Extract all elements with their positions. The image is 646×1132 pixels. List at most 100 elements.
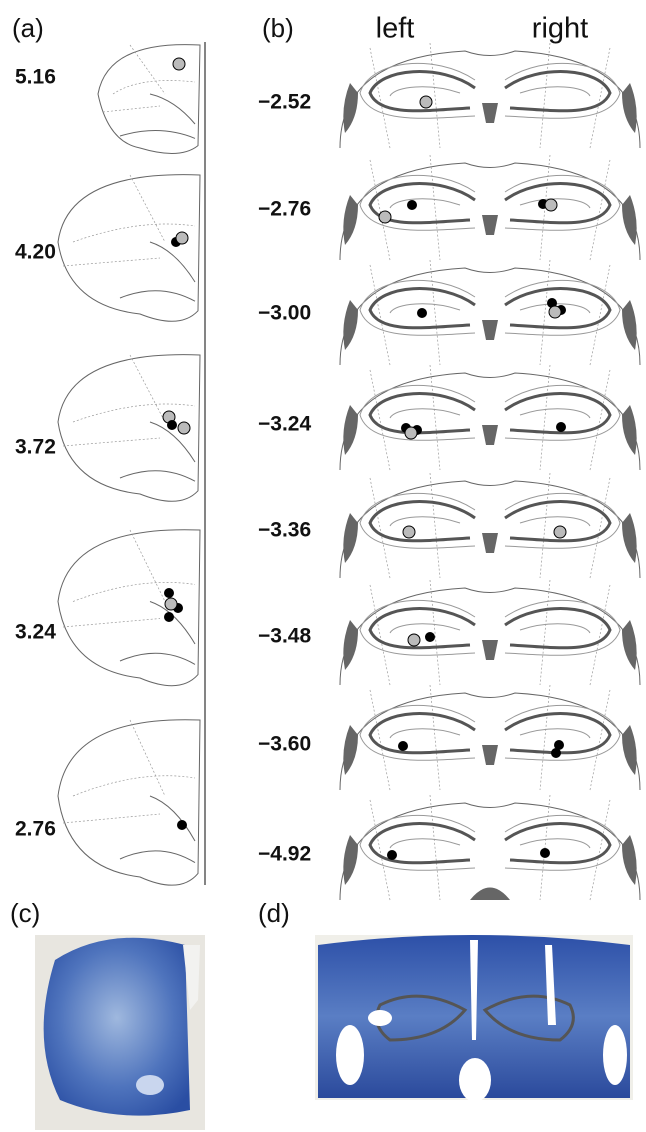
outline — [340, 803, 640, 900]
side-label: right — [532, 13, 588, 45]
outline — [63, 355, 195, 446]
outline — [340, 51, 640, 148]
outline — [58, 720, 200, 885]
site-dot — [165, 613, 174, 622]
outline — [63, 720, 195, 823]
outline — [120, 602, 195, 665]
level-label: −2.52 — [258, 91, 311, 114]
site-dot — [403, 526, 415, 538]
panel-label: (c) — [10, 898, 40, 928]
hippocampus-layer — [370, 714, 475, 753]
level-label: −3.24 — [258, 413, 311, 436]
atlas-section-b — [340, 43, 640, 148]
ventricle — [343, 725, 358, 775]
outline — [370, 795, 610, 900]
outline — [370, 685, 610, 790]
outline — [340, 588, 640, 685]
ventricle — [343, 620, 358, 670]
site-dot — [420, 96, 432, 108]
site-dot — [165, 598, 177, 610]
hippocampus — [343, 175, 475, 245]
outline — [58, 175, 200, 322]
ventricle — [470, 888, 510, 901]
hippocampus — [343, 280, 475, 350]
level-label: −2.76 — [258, 198, 311, 221]
outline — [120, 242, 195, 301]
ventricle — [343, 513, 358, 563]
site-dot — [408, 201, 417, 210]
ventricle — [482, 745, 498, 765]
ventricle — [343, 83, 358, 133]
site-dot — [541, 849, 550, 858]
ventricle — [622, 513, 637, 563]
site-dot — [178, 422, 190, 434]
ventricle — [622, 725, 637, 775]
panel-label: (a) — [12, 13, 44, 43]
outline — [340, 481, 640, 578]
ventricle — [343, 835, 358, 885]
ventricle — [343, 300, 358, 350]
hippocampus — [343, 385, 475, 455]
ventricle — [343, 405, 358, 455]
atlas-section-b — [340, 365, 640, 470]
hippocampus — [343, 705, 475, 775]
panel-label: (d) — [258, 898, 290, 928]
hippocampus-layer — [505, 184, 610, 223]
level-label: 2.76 — [15, 818, 56, 841]
hippocampus — [505, 385, 637, 455]
outline — [120, 94, 195, 138]
site-dot — [549, 306, 561, 318]
hippocampus-layer — [370, 502, 475, 541]
site-dot — [545, 199, 557, 211]
atlas-section-b — [340, 473, 640, 578]
outline — [340, 693, 640, 790]
atlas-section-b — [340, 260, 640, 365]
site-dot — [379, 211, 391, 223]
ventricle — [482, 320, 498, 340]
site-dot — [165, 589, 174, 598]
site-dot — [405, 427, 417, 439]
outline — [63, 530, 195, 627]
figure: (a)(b)(c)(d)leftright5.164.203.723.242.7… — [0, 0, 646, 1132]
site-dot — [557, 423, 566, 432]
hippocampus-layer — [370, 609, 475, 648]
ventricle — [622, 195, 637, 245]
atlas-section-b — [340, 580, 640, 685]
site-dot — [552, 749, 561, 758]
site-dot — [176, 232, 188, 244]
site-dot — [178, 821, 187, 830]
level-label: −4.92 — [258, 843, 311, 866]
hippocampus — [343, 815, 475, 885]
outline — [370, 473, 610, 578]
ventricle — [482, 425, 498, 445]
hippocampus-layer — [505, 824, 610, 863]
outline — [103, 45, 195, 112]
ventricle — [622, 83, 637, 133]
hippocampus-layer — [505, 609, 610, 648]
ventricle — [482, 640, 498, 660]
outline — [340, 268, 640, 365]
outline — [370, 155, 610, 260]
side-label: left — [376, 13, 415, 45]
site-dot — [426, 633, 435, 642]
ventricle — [622, 620, 637, 670]
hippocampus-layer — [370, 824, 475, 863]
site-dot — [173, 58, 185, 70]
outline — [63, 175, 195, 266]
ventricle — [482, 103, 498, 123]
hippocampus — [505, 600, 637, 670]
outline — [370, 260, 610, 365]
panel-c-image — [35, 935, 205, 1130]
level-label: 4.20 — [15, 241, 56, 264]
level-label: 3.24 — [15, 621, 56, 644]
ventricle — [622, 405, 637, 455]
atlas-section-b — [340, 155, 640, 260]
level-label: 3.72 — [15, 436, 56, 459]
site-dot — [399, 742, 408, 751]
ventricle — [622, 835, 637, 885]
hippocampus — [343, 600, 475, 670]
ventricle — [622, 300, 637, 350]
outline — [370, 365, 610, 470]
level-label: −3.00 — [258, 302, 311, 325]
site-dot — [168, 421, 177, 430]
